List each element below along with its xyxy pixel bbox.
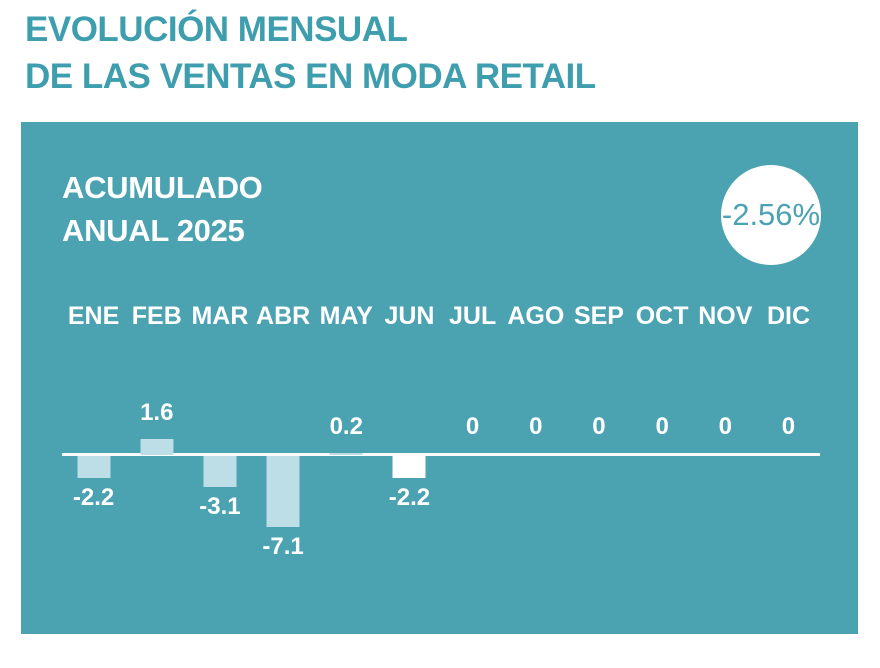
bar-column-ago: 0 xyxy=(504,362,567,612)
bar-value-label: -7.1 xyxy=(262,533,304,560)
month-label-mar: MAR xyxy=(191,302,249,330)
bar-value-label: 1.6 xyxy=(140,399,174,426)
annual-total-badge: -2.56% xyxy=(721,165,821,265)
chart-subtitle-line2: ANUAL 2025 xyxy=(62,213,245,248)
bar-value-label: 0.2 xyxy=(329,413,363,440)
month-label-sep: SEP xyxy=(573,302,624,330)
bar-column-mar: -3.1 xyxy=(188,362,251,612)
month-label-nov: NOV xyxy=(698,302,753,330)
bar-value-label: -2.2 xyxy=(388,484,431,511)
bar-ene xyxy=(77,456,111,478)
bar-column-abr: -7.1 xyxy=(252,362,315,612)
bar-may xyxy=(329,453,363,455)
bar-value-label: 0 xyxy=(718,413,732,440)
page-title: EVOLUCIÓN MENSUAL DE LAS VENTAS EN MODA … xyxy=(25,6,596,100)
month-label-jul: JUL xyxy=(449,302,497,330)
bar-value-label: 0 xyxy=(465,413,480,440)
month-label-ago: AGO xyxy=(507,302,565,330)
annual-total-value: -2.56% xyxy=(721,197,821,232)
page-title-line2: DE LAS VENTAS EN MODA RETAIL xyxy=(25,57,596,96)
bar-column-ene: -2.2 xyxy=(62,362,125,612)
bar-feb xyxy=(140,439,174,455)
bar-column-oct: 0 xyxy=(631,362,694,612)
bar-value-label: -3.1 xyxy=(199,493,241,520)
bar-value-label: 0 xyxy=(781,413,796,440)
bar-column-feb: 1.6 xyxy=(125,362,188,612)
month-label-jun: JUN xyxy=(384,302,435,330)
bar-column-nov: 0 xyxy=(694,362,757,612)
bar-chart: -2.2 1.6 -3.1 -7.1 0.2 -2.2 0 0 0 0 0 0 xyxy=(62,362,820,612)
bar-value-label: 0 xyxy=(592,413,606,440)
month-label-abr: ABR xyxy=(256,302,311,330)
month-label-feb: FEB xyxy=(131,302,182,330)
bar-abr xyxy=(266,456,300,527)
zero-baseline xyxy=(62,453,820,456)
bar-jun xyxy=(392,456,426,478)
bar-column-sep: 0 xyxy=(567,362,630,612)
month-label-oct: OCT xyxy=(635,302,689,330)
bar-mar xyxy=(203,456,237,487)
month-label-dic: DIC xyxy=(766,302,810,330)
month-label-ene: ENE xyxy=(67,302,120,330)
page-title-line1: EVOLUCIÓN MENSUAL xyxy=(25,10,408,49)
bar-value-label: 0 xyxy=(655,413,669,440)
month-axis: ENE FEB MAR ABR MAY JUN JUL AGO SEP OCT NOV DIC xyxy=(62,302,820,331)
bar-column-dic: 0 xyxy=(757,362,820,612)
month-label-may: MAY xyxy=(319,302,373,330)
bar-value-label: -2.2 xyxy=(72,484,115,511)
bar-value-label: 0 xyxy=(529,413,543,440)
chart-card: ACUMULADO ANUAL 2025 -2.56% ENE FEB MAR ABR… xyxy=(21,122,858,634)
bar-column-jun: -2.2 xyxy=(378,362,441,612)
chart-subtitle: ACUMULADO ANUAL 2025 xyxy=(62,166,263,252)
bar-column-may: 0.2 xyxy=(315,362,378,612)
bar-column-jul: 0 xyxy=(441,362,504,612)
chart-subtitle-line1: ACUMULADO xyxy=(62,170,263,205)
